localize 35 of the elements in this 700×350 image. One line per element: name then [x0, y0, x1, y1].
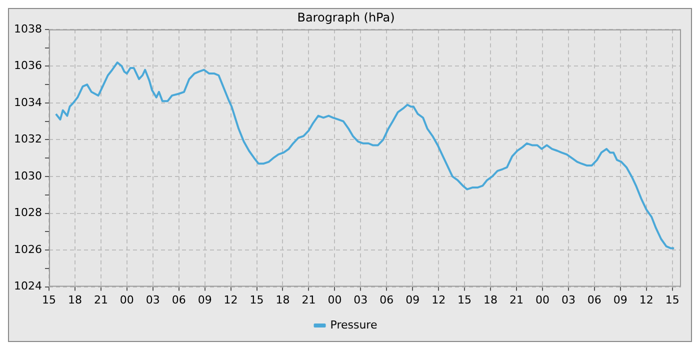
x-tick-label: 15 [665, 293, 680, 306]
x-tick-label: 15 [42, 293, 56, 306]
x-tick-label: 06 [587, 293, 602, 306]
chart-title: Barograph (hPa) [297, 10, 395, 24]
x-tick-label: 12 [432, 293, 446, 306]
x-tick-label: 00 [328, 293, 342, 306]
x-tick-label: 00 [535, 293, 550, 306]
x-tick-label: 00 [120, 293, 134, 306]
x-tick-label: 12 [639, 293, 654, 306]
x-tick-label: 18 [276, 293, 290, 306]
x-tick-label: 21 [94, 293, 108, 306]
y-tick-label: 1038 [14, 22, 42, 36]
x-tick-label: 15 [250, 293, 264, 306]
x-tick-label: 03 [561, 293, 576, 306]
x-tick-label: 21 [510, 293, 524, 306]
x-tick-label: 03 [146, 293, 160, 306]
x-tick-label: 12 [224, 293, 238, 306]
x-tick-label: 06 [380, 293, 394, 306]
x-tick-label: 09 [613, 293, 628, 306]
y-tick-label: 1028 [14, 206, 42, 220]
x-tick-label: 18 [68, 293, 82, 306]
y-tick-label: 1036 [14, 59, 42, 72]
y-tick-label: 1034 [14, 96, 42, 109]
legend-label: Pressure [330, 318, 378, 332]
y-tick-label: 1024 [14, 280, 42, 293]
x-tick-label: 09 [406, 293, 420, 306]
x-tick-label: 18 [484, 293, 498, 306]
x-tick-label: 09 [198, 293, 212, 306]
x-tick-label: 03 [354, 293, 368, 306]
x-tick-label: 06 [172, 293, 186, 306]
y-tick-label: 1026 [14, 242, 42, 256]
x-tick-label: 15 [458, 293, 472, 306]
x-tick-label: 21 [302, 293, 316, 306]
y-tick-label: 1030 [14, 169, 42, 182]
y-tick-label: 1032 [14, 132, 42, 146]
